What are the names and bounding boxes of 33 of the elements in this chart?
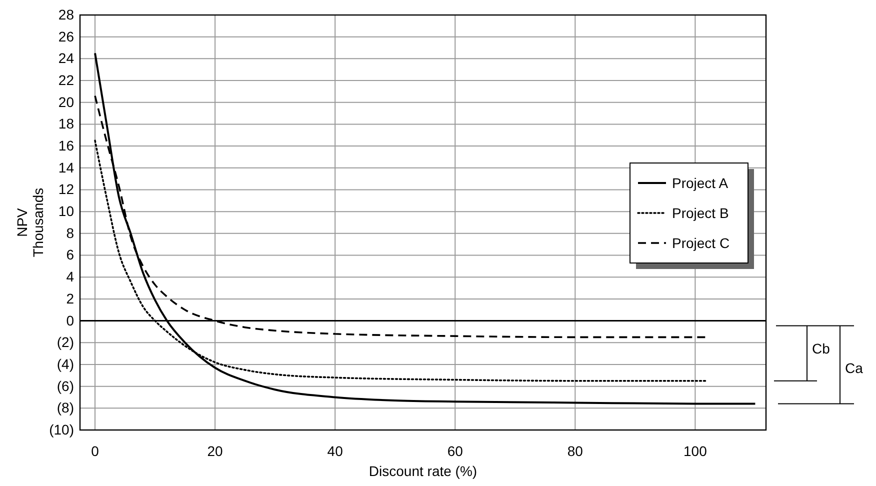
y-tick-label: 16 bbox=[58, 138, 74, 154]
text: Cb bbox=[812, 340, 830, 356]
legend-label: Project A bbox=[672, 175, 729, 191]
y-tick-label: 2 bbox=[66, 290, 74, 306]
y-tick-label: 8 bbox=[66, 224, 74, 241]
y-tick-label: 4 bbox=[66, 268, 74, 285]
y-tick-label: 26 bbox=[58, 28, 74, 44]
y-tick-label: 18 bbox=[58, 116, 74, 132]
y-axis-title: NPV Thousands bbox=[14, 188, 46, 258]
y-tick-label: (4) bbox=[56, 356, 74, 372]
y-tick-label: (10) bbox=[49, 421, 74, 438]
y-tick-label: (2) bbox=[56, 334, 74, 350]
y-tick-label: 10 bbox=[58, 203, 74, 220]
y-tick-label: (6) bbox=[56, 378, 74, 394]
x-tick-label: 20 bbox=[207, 443, 224, 460]
x-tick-label: 100 bbox=[684, 443, 708, 460]
y-tick-label: (8) bbox=[56, 400, 74, 416]
x-tick-label: 60 bbox=[447, 443, 464, 460]
x-tick-label: 80 bbox=[567, 443, 584, 460]
y-tick-label: 24 bbox=[58, 50, 74, 66]
y-tick-label: 28 bbox=[58, 6, 74, 22]
x-tick-label: 40 bbox=[327, 443, 344, 460]
y-tick-label: 12 bbox=[58, 181, 74, 198]
y-tick-label: 6 bbox=[66, 246, 74, 263]
legend-label: Project C bbox=[672, 235, 730, 251]
legend-label: Project B bbox=[672, 205, 729, 221]
y-tick-label: 22 bbox=[58, 72, 74, 88]
y-tick-label: 20 bbox=[58, 94, 74, 110]
text: Ca bbox=[845, 360, 864, 376]
x-axis-title: Discount rate (%) bbox=[368, 463, 478, 479]
y-tick-label: 14 bbox=[58, 159, 74, 176]
x-tick-label: 0 bbox=[91, 443, 100, 460]
y-tick-label: 0 bbox=[66, 312, 74, 328]
